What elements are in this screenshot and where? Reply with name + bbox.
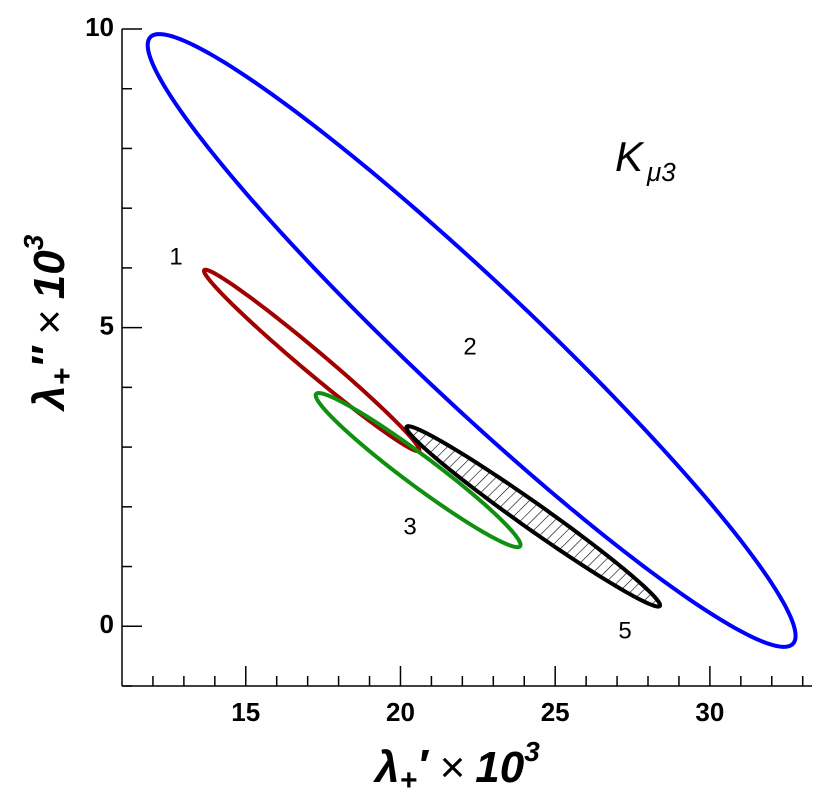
y-label-exponent: 3 (18, 234, 49, 250)
x-tick-label: 25 (541, 697, 570, 727)
y-tick-label: 0 (100, 609, 114, 639)
x-tick-label: 15 (231, 697, 260, 727)
x-label-exponent: 3 (524, 736, 540, 767)
x-label-subscript: + (399, 764, 417, 797)
x-label-symbol: λ (373, 743, 399, 792)
x-label-prime: ′ (417, 741, 430, 790)
ellipse-label: 1 (169, 243, 182, 270)
y-label-subscript: + (46, 368, 79, 386)
ellipse (313, 391, 523, 550)
ellipse (201, 267, 422, 454)
x-label-times: × (440, 743, 466, 792)
y-label-prime: ″ (23, 345, 72, 368)
ellipse (145, 32, 798, 649)
y-label-symbol: λ (25, 386, 74, 412)
y-tick-label: 5 (100, 311, 114, 341)
ellipse-label: 2 (463, 333, 476, 360)
ellipse-label: 3 (403, 513, 416, 540)
x-label-base: 10 (475, 743, 524, 792)
y-tick-label: 10 (85, 12, 114, 42)
ellipse (404, 424, 663, 609)
x-tick-label: 20 (386, 697, 415, 727)
x-axis-label: λ+′ × 103 (373, 736, 540, 797)
ellipse-label: 5 (618, 617, 631, 644)
y-label-times: × (25, 309, 74, 335)
y-label-base: 10 (25, 250, 74, 299)
annotation-text: K (615, 133, 645, 180)
x-tick-label: 30 (695, 697, 724, 727)
y-axis-label: λ+″ × 103 (18, 234, 79, 412)
annotation-subscript: μ3 (646, 157, 676, 187)
